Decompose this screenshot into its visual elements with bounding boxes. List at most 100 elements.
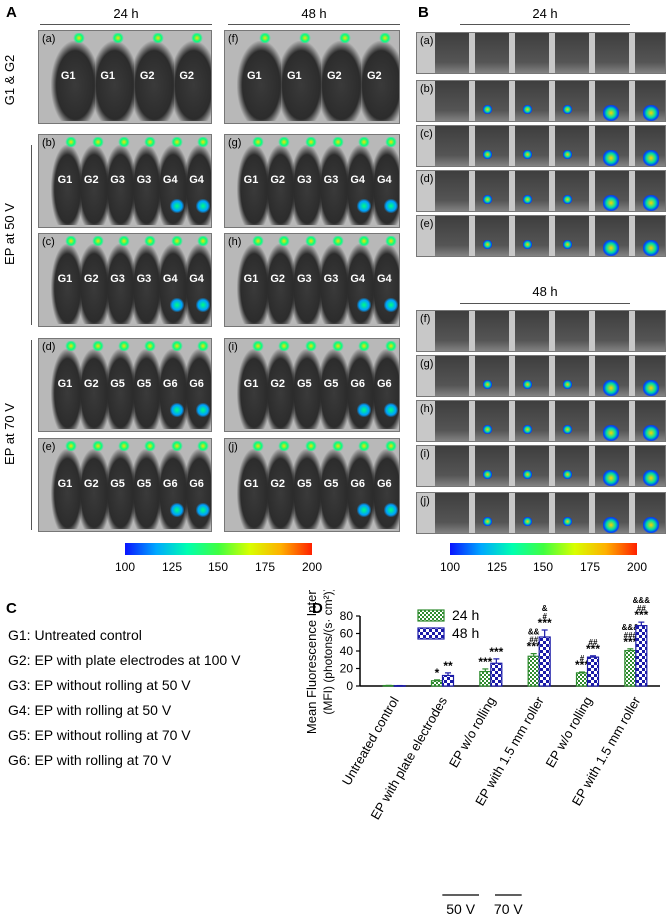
fluorescence-spot [151,33,164,43]
fluorescence-spot [385,341,397,351]
fluorescence-spot [278,137,291,147]
colorbar-a-tick-200: 200 [301,560,323,574]
mouse-leg-image [515,446,549,486]
mouse-group-label: G5 [323,378,339,391]
significance-label: &&& [633,596,651,605]
mouse-image [77,244,108,324]
mouse-leg-image [475,493,509,533]
fluorescence-spot [603,380,619,396]
bar-48h [441,674,455,687]
panel-b-image: (c) [416,125,666,167]
fluorescence-spot [563,150,572,159]
fluorescence-spot [383,503,398,517]
fluorescence-spot [278,341,291,351]
fluorescence-spot [523,380,532,389]
legend-g5: G5: EP without rolling at 70 V [8,727,191,743]
fluorescence-spot [170,341,183,351]
significance-label: *** [489,645,503,659]
fluorescence-spot [191,33,204,43]
panel-a-image: G1 G1 G2 G2 (a) [38,30,212,124]
fluorescence-spot [65,441,78,451]
mouse-group-label: G4 [350,174,366,187]
fluorescence-spot [65,137,78,147]
fluorescence-spot [331,341,344,351]
fluorescence-spot [91,341,104,351]
mouse-image [277,41,321,121]
mouse-leg-image [635,33,665,73]
significance-label: *** [623,635,637,649]
mouse-group-label: G4 [350,273,366,286]
mouse-image [237,349,268,429]
bar-24h [527,655,540,687]
row-label-ep50: EP at 50 V [2,203,17,265]
mouse-group-label: G3 [136,174,152,187]
mouse-leg-image [475,81,509,121]
panel-b-image: (f) [416,310,666,352]
fluorescence-spot [195,503,210,517]
fluorescence-spot [197,236,210,246]
mouse-group-label: G1 [57,378,73,391]
fluorescence-spot [65,341,78,351]
fluorescence-spot [197,441,210,451]
mouse-group-label: G1 [57,478,73,491]
mouse-group-label: G2 [83,378,99,391]
colorbar-b-tick-200: 200 [626,560,648,574]
fluorescence-spot [331,236,344,246]
significance-label: ## [529,636,538,645]
mouse-group-label: G4 [377,174,392,187]
fluorescence-spot [385,137,397,147]
fluorescence-spot [118,441,131,451]
mouse-leg-image [555,126,589,166]
mouse-group-label: G5 [323,478,339,491]
category-label: EP w/o rolling [542,694,595,770]
significance-label: * [435,666,440,680]
panel-a-sublabel: (e) [42,441,56,453]
mouse-group-label: G2 [83,478,99,491]
panel-b-timeline-24 [460,24,630,25]
legend-swatch-24h [417,609,445,622]
y-tick-label: 40 [340,644,354,658]
mouse-leg-image [475,216,509,256]
bar-24h [430,680,444,687]
mouse-image [317,145,348,225]
panel-b-letter: B [418,4,429,21]
colorbar-a-tick-125: 125 [161,560,183,574]
fluorescence-spot [379,33,391,43]
panel-b-timeline-48 [460,303,630,304]
panel-a-image: G1 G2 G3 G3 G4 G4 (b) [38,134,212,228]
mouse-leg-image [555,311,589,351]
mouse-image [290,449,321,529]
panel-a-sublabel: (a) [42,33,56,45]
mouse-group-label: G1 [247,70,262,83]
fluorescence-spot [118,236,131,246]
panel-a-image: G1 G2 G3 G3 G4 G4 (h) [224,233,400,327]
colorbar-b-tick-175: 175 [579,560,601,574]
mouse-image [290,145,321,225]
panel-b-sublabel: (g) [420,358,434,370]
mouse-leg-image [435,216,469,256]
mouse-leg-image [515,216,549,256]
mouse-image [237,145,268,225]
mouse-group-label: G6 [189,378,204,391]
fluorescence-spot [197,137,210,147]
mouse-image [103,145,134,225]
fluorescence-spot [603,240,619,256]
fluorescence-spot [259,33,271,43]
bar-24h [479,670,492,687]
fluorescence-spot [643,380,659,396]
panel-a-sublabel: (c) [42,236,55,248]
group-label-50v: 50 V [446,901,475,917]
fluorescence-spot [251,441,264,451]
fluorescence-spot [563,380,572,389]
colorbar-b-tick-125: 125 [486,560,508,574]
bar-48h [586,656,600,687]
fluorescence-spot [603,150,619,166]
panel-b-sublabel: (d) [420,173,434,185]
panel-b-time-48: 48 h [532,284,558,299]
mouse-leg-image [555,33,589,73]
panel-b-image: (b) [416,80,666,122]
mouse-leg-image [435,493,469,533]
legend-g2: G2: EP with plate electrodes at 100 V [8,652,241,668]
bar-48h [635,625,648,687]
fluorescence-spot [523,470,532,479]
